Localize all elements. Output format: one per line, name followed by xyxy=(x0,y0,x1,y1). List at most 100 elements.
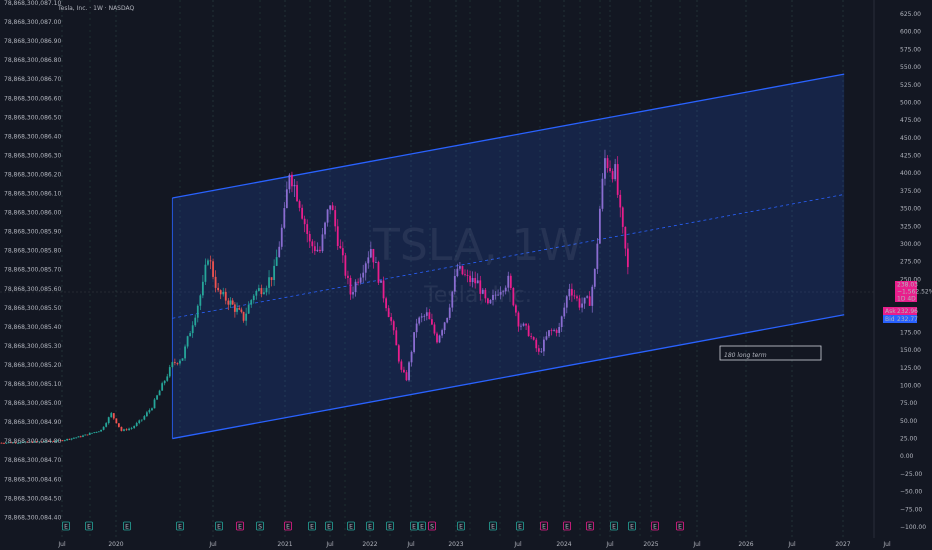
candle-body xyxy=(63,440,66,441)
right-axis-tick: 425.00 xyxy=(900,153,921,160)
earnings-marker[interactable] xyxy=(563,521,571,531)
earnings-marker-label: E xyxy=(286,524,290,531)
earnings-marker[interactable] xyxy=(418,521,426,531)
earnings-marker-label: E xyxy=(217,524,221,531)
earnings-marker-label: E xyxy=(238,524,242,531)
earnings-marker[interactable] xyxy=(540,521,548,531)
candle-body xyxy=(319,249,321,252)
earnings-marker[interactable] xyxy=(676,521,684,531)
candle-body xyxy=(59,440,62,441)
earnings-marker[interactable] xyxy=(489,521,497,531)
earnings-marker[interactable] xyxy=(366,521,374,531)
candle-body xyxy=(431,319,433,325)
candle-body xyxy=(273,265,276,281)
price-tag-label: Ask xyxy=(885,308,896,315)
earnings-marker[interactable] xyxy=(215,521,223,531)
candle-body xyxy=(285,189,288,209)
right-axis-tick: 375.00 xyxy=(900,188,921,195)
earnings-marker[interactable] xyxy=(284,521,292,531)
candle-body xyxy=(593,268,596,287)
earnings-marker[interactable] xyxy=(176,521,184,531)
time-axis-tick: Jul xyxy=(406,541,415,548)
watermark-ticker: TSLA, 1W xyxy=(372,220,583,271)
candle-body xyxy=(242,311,245,321)
time-axis[interactable]: Jul 2020 Jul 2021 Jul 2022 Jul 2023 Jul 2024 Jul 20… xyxy=(57,541,891,548)
candle-body xyxy=(492,294,494,301)
candle-body xyxy=(453,276,456,292)
candle-body xyxy=(525,323,527,326)
time-axis-tick: Jul xyxy=(208,541,217,548)
channel-upper[interactable] xyxy=(172,73,845,199)
candle-body xyxy=(423,315,426,317)
earnings-marker[interactable] xyxy=(236,521,244,531)
channel-lower[interactable] xyxy=(172,314,845,440)
earnings-marker[interactable] xyxy=(325,521,333,531)
candle-body xyxy=(576,296,578,299)
earnings-marker[interactable] xyxy=(386,521,394,531)
left-axis-tick: 78,868,300,086.20 xyxy=(4,171,61,178)
earnings-marker[interactable] xyxy=(457,521,465,531)
candle-body xyxy=(517,312,520,327)
candle-body xyxy=(233,304,236,312)
right-axis-tick: 600.00 xyxy=(900,29,921,36)
regression-channel[interactable] xyxy=(171,73,845,440)
candle-body xyxy=(560,316,563,328)
candle-body xyxy=(461,266,464,275)
earnings-marker[interactable] xyxy=(651,521,659,531)
candle-body xyxy=(61,440,64,442)
earnings-marker[interactable] xyxy=(85,521,93,531)
candle-body xyxy=(522,323,525,326)
earnings-marker-label: E xyxy=(612,524,616,531)
time-axis-tick: 2022 xyxy=(362,541,377,548)
earnings-marker[interactable] xyxy=(256,521,264,531)
right-axis-tick: 525.00 xyxy=(900,82,921,89)
candle-body xyxy=(38,441,41,443)
time-axis-tick: 2027 xyxy=(835,541,850,548)
right-price-axis[interactable]: 625.00 600.00 575.00 550.00 525.00 500.00 475.… xyxy=(900,11,926,531)
earnings-marker-label: E xyxy=(310,524,314,531)
earnings-marker[interactable] xyxy=(428,521,436,531)
earnings-marker[interactable] xyxy=(610,521,618,531)
earnings-marker[interactable] xyxy=(586,521,594,531)
candle-body xyxy=(105,423,108,427)
right-axis-tick: −100.00 xyxy=(900,524,926,531)
candle-body xyxy=(502,291,505,293)
candle-body xyxy=(403,369,405,373)
candle-body xyxy=(204,264,207,282)
candle-body xyxy=(329,205,332,210)
earnings-marker[interactable] xyxy=(62,521,70,531)
price-tag-value: 232.77 xyxy=(897,316,918,323)
left-axis-tick: 78,868,300,085.20 xyxy=(4,362,61,369)
earnings-marker-label: E xyxy=(630,524,634,531)
left-axis-tick: 78,868,300,086.50 xyxy=(4,114,61,121)
right-axis-tick: 100.00 xyxy=(900,382,921,389)
earnings-marker[interactable] xyxy=(410,521,418,531)
candle-body xyxy=(311,241,314,247)
earnings-marker[interactable] xyxy=(628,521,636,531)
annotation-box[interactable] xyxy=(719,345,822,361)
candle-body xyxy=(3,443,5,444)
left-axis-tick: 78,868,300,085.40 xyxy=(4,324,61,331)
candle-body xyxy=(161,383,164,391)
candle-body xyxy=(499,291,502,295)
candle-body xyxy=(380,280,382,283)
time-axis-tick: 2025 xyxy=(643,541,658,548)
time-axis-tick: 2024 xyxy=(556,541,571,548)
earnings-marker[interactable] xyxy=(308,521,316,531)
right-axis-tick: 25.00 xyxy=(900,436,917,443)
right-axis-tick: 325.00 xyxy=(900,223,921,230)
candle-body xyxy=(214,276,217,288)
candle-body xyxy=(563,307,566,317)
earnings-marker[interactable] xyxy=(347,521,355,531)
candle-body xyxy=(583,297,586,304)
candle-body xyxy=(489,300,492,304)
right-axis-tick: 250.00 xyxy=(900,276,921,283)
candle-body xyxy=(133,425,136,429)
time-axis-tick: Jul xyxy=(692,541,701,548)
earnings-marker[interactable] xyxy=(516,521,524,531)
right-axis-tick: 625.00 xyxy=(900,11,921,18)
earnings-marker[interactable] xyxy=(123,521,131,531)
candle-body xyxy=(275,257,278,266)
candle-body xyxy=(598,208,601,244)
